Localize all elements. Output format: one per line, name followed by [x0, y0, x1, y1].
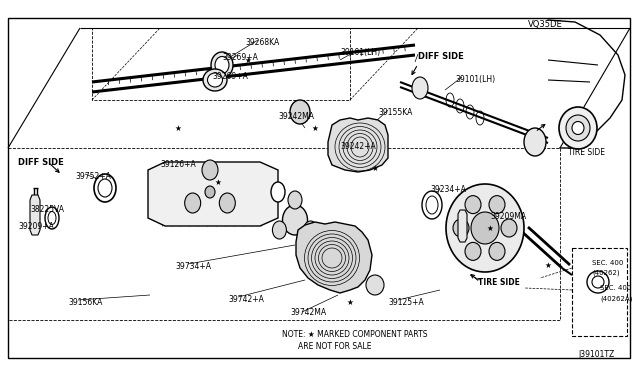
Text: 39155KA: 39155KA	[378, 108, 412, 117]
Ellipse shape	[290, 100, 310, 124]
Text: 39242MA: 39242MA	[278, 112, 314, 121]
Ellipse shape	[303, 221, 317, 239]
Text: 39268KA: 39268KA	[245, 38, 279, 47]
Text: SEC. 400: SEC. 400	[600, 285, 632, 291]
Text: 39242+A: 39242+A	[340, 142, 376, 151]
Ellipse shape	[501, 219, 517, 237]
Ellipse shape	[366, 275, 384, 295]
Ellipse shape	[203, 69, 227, 91]
Ellipse shape	[566, 115, 590, 141]
Text: ★: ★	[347, 298, 353, 307]
Text: 39269+A: 39269+A	[222, 53, 258, 62]
Polygon shape	[148, 162, 278, 226]
Ellipse shape	[220, 193, 236, 213]
Text: 39125+A: 39125+A	[388, 298, 424, 307]
Ellipse shape	[282, 205, 307, 235]
Ellipse shape	[48, 212, 56, 224]
Text: 39209MA: 39209MA	[490, 212, 526, 221]
Ellipse shape	[98, 179, 112, 197]
Ellipse shape	[94, 174, 116, 202]
Ellipse shape	[205, 186, 215, 198]
Text: ★: ★	[545, 260, 552, 269]
Ellipse shape	[559, 107, 597, 149]
Text: J39101TZ: J39101TZ	[578, 350, 614, 359]
Ellipse shape	[215, 57, 229, 74]
Ellipse shape	[489, 243, 505, 260]
Ellipse shape	[422, 191, 442, 219]
Text: 39734+A: 39734+A	[175, 262, 211, 271]
Ellipse shape	[471, 212, 499, 244]
Ellipse shape	[202, 160, 218, 180]
Text: ★: ★	[214, 177, 221, 186]
Text: ★: ★	[372, 164, 378, 173]
Ellipse shape	[465, 243, 481, 260]
Text: 39742+A: 39742+A	[228, 295, 264, 304]
Bar	[572, 248, 627, 336]
Polygon shape	[328, 118, 388, 172]
Text: 39234+A: 39234+A	[430, 185, 466, 194]
Polygon shape	[296, 222, 372, 293]
Ellipse shape	[587, 271, 609, 293]
Ellipse shape	[592, 276, 604, 288]
Text: ★: ★	[486, 224, 493, 232]
Text: DIFF SIDE: DIFF SIDE	[418, 52, 464, 61]
Text: 39156KA: 39156KA	[68, 298, 102, 307]
Text: VQ35DE: VQ35DE	[528, 20, 563, 29]
Polygon shape	[30, 195, 40, 235]
Ellipse shape	[207, 73, 223, 87]
Polygon shape	[458, 210, 467, 242]
Text: TIRE SIDE: TIRE SIDE	[478, 278, 520, 287]
Text: 38225VA: 38225VA	[30, 205, 64, 214]
Ellipse shape	[45, 207, 59, 229]
Text: 39742MA: 39742MA	[290, 308, 326, 317]
Ellipse shape	[524, 128, 546, 156]
Ellipse shape	[271, 182, 285, 202]
Text: 39269+A: 39269+A	[212, 72, 248, 81]
Text: 39126+A: 39126+A	[160, 160, 196, 169]
Ellipse shape	[426, 196, 438, 214]
Ellipse shape	[572, 122, 584, 135]
Text: 39101(LH): 39101(LH)	[340, 48, 380, 57]
Text: (40262): (40262)	[592, 270, 620, 276]
Ellipse shape	[453, 219, 469, 237]
Text: 39209+A: 39209+A	[18, 222, 54, 231]
Text: 39101(LH): 39101(LH)	[455, 75, 495, 84]
Text: TIRE SIDE: TIRE SIDE	[568, 148, 605, 157]
Text: NOTE: ★ MARKED COMPONENT PARTS: NOTE: ★ MARKED COMPONENT PARTS	[282, 330, 428, 339]
Ellipse shape	[185, 193, 201, 213]
Text: SEC. 400: SEC. 400	[592, 260, 623, 266]
Text: 39752+A: 39752+A	[75, 172, 111, 181]
Ellipse shape	[288, 191, 302, 209]
Ellipse shape	[465, 196, 481, 214]
Text: DIFF SIDE: DIFF SIDE	[18, 158, 64, 167]
Text: ★: ★	[175, 124, 181, 132]
Text: ARE NOT FOR SALE: ARE NOT FOR SALE	[298, 342, 371, 351]
Text: ★: ★	[244, 55, 252, 64]
Ellipse shape	[489, 196, 505, 214]
Ellipse shape	[446, 184, 524, 272]
Text: ★: ★	[312, 124, 319, 132]
Ellipse shape	[273, 221, 287, 239]
Text: (40262A): (40262A)	[600, 295, 632, 301]
Ellipse shape	[412, 77, 428, 99]
Ellipse shape	[211, 52, 233, 78]
